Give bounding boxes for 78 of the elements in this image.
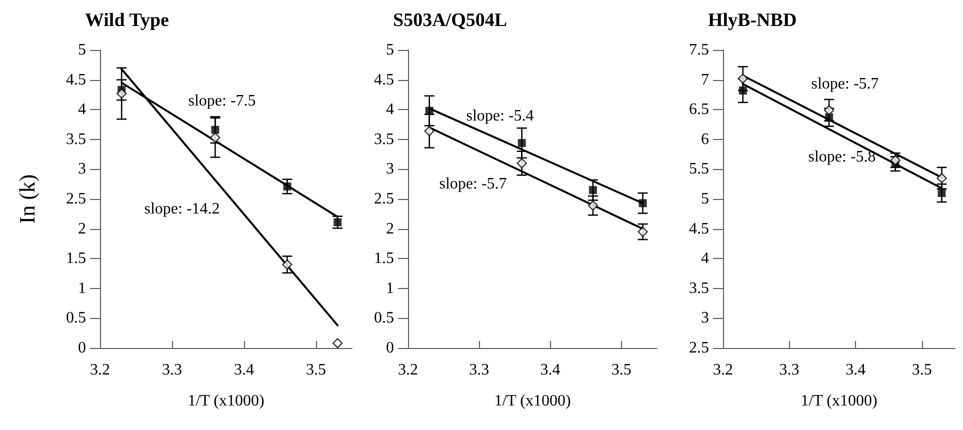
y-tick-label: 3.5 [374, 130, 394, 148]
y-tick-label: 7.5 [689, 42, 709, 58]
y-tick-label: 4.5 [66, 71, 86, 88]
y-tick-label: 3.5 [66, 130, 86, 148]
point [588, 186, 597, 194]
y-tick-label: 0 [78, 340, 86, 356]
y-tick-label: 1 [78, 280, 86, 297]
y-tick-label: 2 [78, 220, 86, 238]
x-tick-label: 3.3 [469, 362, 490, 378]
y-tick-label: 4.5 [374, 71, 394, 88]
point [210, 132, 220, 143]
point [638, 199, 647, 208]
y-tick-label: 3.5 [689, 280, 709, 297]
annotation: slope: -5.7 [811, 76, 879, 92]
point [938, 189, 946, 198]
y-tick-label: 5 [78, 42, 86, 58]
y-axis-title: In (k) [14, 174, 40, 224]
point [424, 126, 434, 136]
y-tick-label: 0.5 [374, 310, 394, 327]
x-tick-label: 3.3 [162, 362, 182, 378]
y-tick-label: 5.5 [689, 160, 709, 178]
x-tick-label: 3.3 [779, 362, 800, 378]
x-axis-title: 1/T (x1000) [188, 392, 264, 410]
y-tick-label: 1.5 [66, 250, 86, 268]
y-tick-label: 4 [78, 101, 86, 118]
y-tick-label: 4.5 [689, 220, 709, 238]
annotation: slope: -5.7 [439, 176, 507, 192]
point [824, 105, 834, 116]
point [825, 113, 834, 122]
x-axis-title: 1/T (x1000) [800, 392, 878, 410]
y-tick-label: 6.5 [689, 101, 709, 118]
x-tick-label: 3.4 [540, 362, 560, 378]
y-tick-label: 1 [386, 280, 394, 297]
point [738, 74, 748, 84]
y-tick-label: 3 [701, 310, 709, 327]
annotation: slope: -7.5 [188, 92, 256, 110]
point [211, 126, 220, 134]
x-tick-label: 3.2 [90, 362, 110, 378]
x-tick-label: 3.4 [234, 362, 254, 378]
y-tick-label: 5 [386, 42, 394, 58]
point [738, 86, 747, 95]
y-tick-label: 2 [386, 220, 394, 238]
point [282, 259, 292, 270]
point [283, 182, 292, 190]
y-tick-label: 2.5 [66, 190, 86, 208]
chart-title: HlyB-NBD [708, 10, 797, 31]
point [332, 338, 343, 348]
y-tick-label: 4 [701, 250, 709, 268]
point [936, 173, 947, 184]
y-tick-label: 2.5 [689, 340, 709, 356]
chart-title: Wild Type [85, 10, 169, 31]
annotation: slope: -5.4 [466, 108, 534, 124]
y-tick-label: 5 [701, 190, 709, 208]
annotation: slope: -14.2 [144, 200, 220, 218]
x-tick-label: 3.5 [912, 362, 932, 378]
point [638, 226, 648, 237]
point [518, 138, 526, 147]
point [890, 155, 900, 166]
point [425, 106, 434, 115]
y-tick-label: 1.5 [374, 250, 394, 268]
y-tick-label: 2.5 [374, 190, 394, 208]
x-tick-label: 3.4 [846, 362, 866, 378]
y-tick-label: 3 [78, 160, 86, 178]
x-tick-label: 3.5 [611, 362, 632, 378]
chart-title: S503A/Q504L [393, 10, 508, 31]
point [516, 158, 527, 168]
x-tick-label: 3.2 [398, 362, 418, 378]
y-tick-label: 0 [386, 340, 394, 356]
point [116, 88, 127, 99]
y-tick-label: 4 [386, 101, 394, 118]
point [588, 200, 598, 211]
y-tick-label: 3 [386, 160, 394, 178]
y-tick-label: 6 [701, 130, 709, 148]
y-tick-label: 0.5 [66, 310, 86, 327]
x-tick-label: 3.2 [713, 362, 733, 378]
y-tick-label: 7 [701, 71, 709, 88]
x-axis-title: 1/T (x1000) [494, 392, 571, 410]
x-tick-label: 3.5 [306, 362, 326, 378]
